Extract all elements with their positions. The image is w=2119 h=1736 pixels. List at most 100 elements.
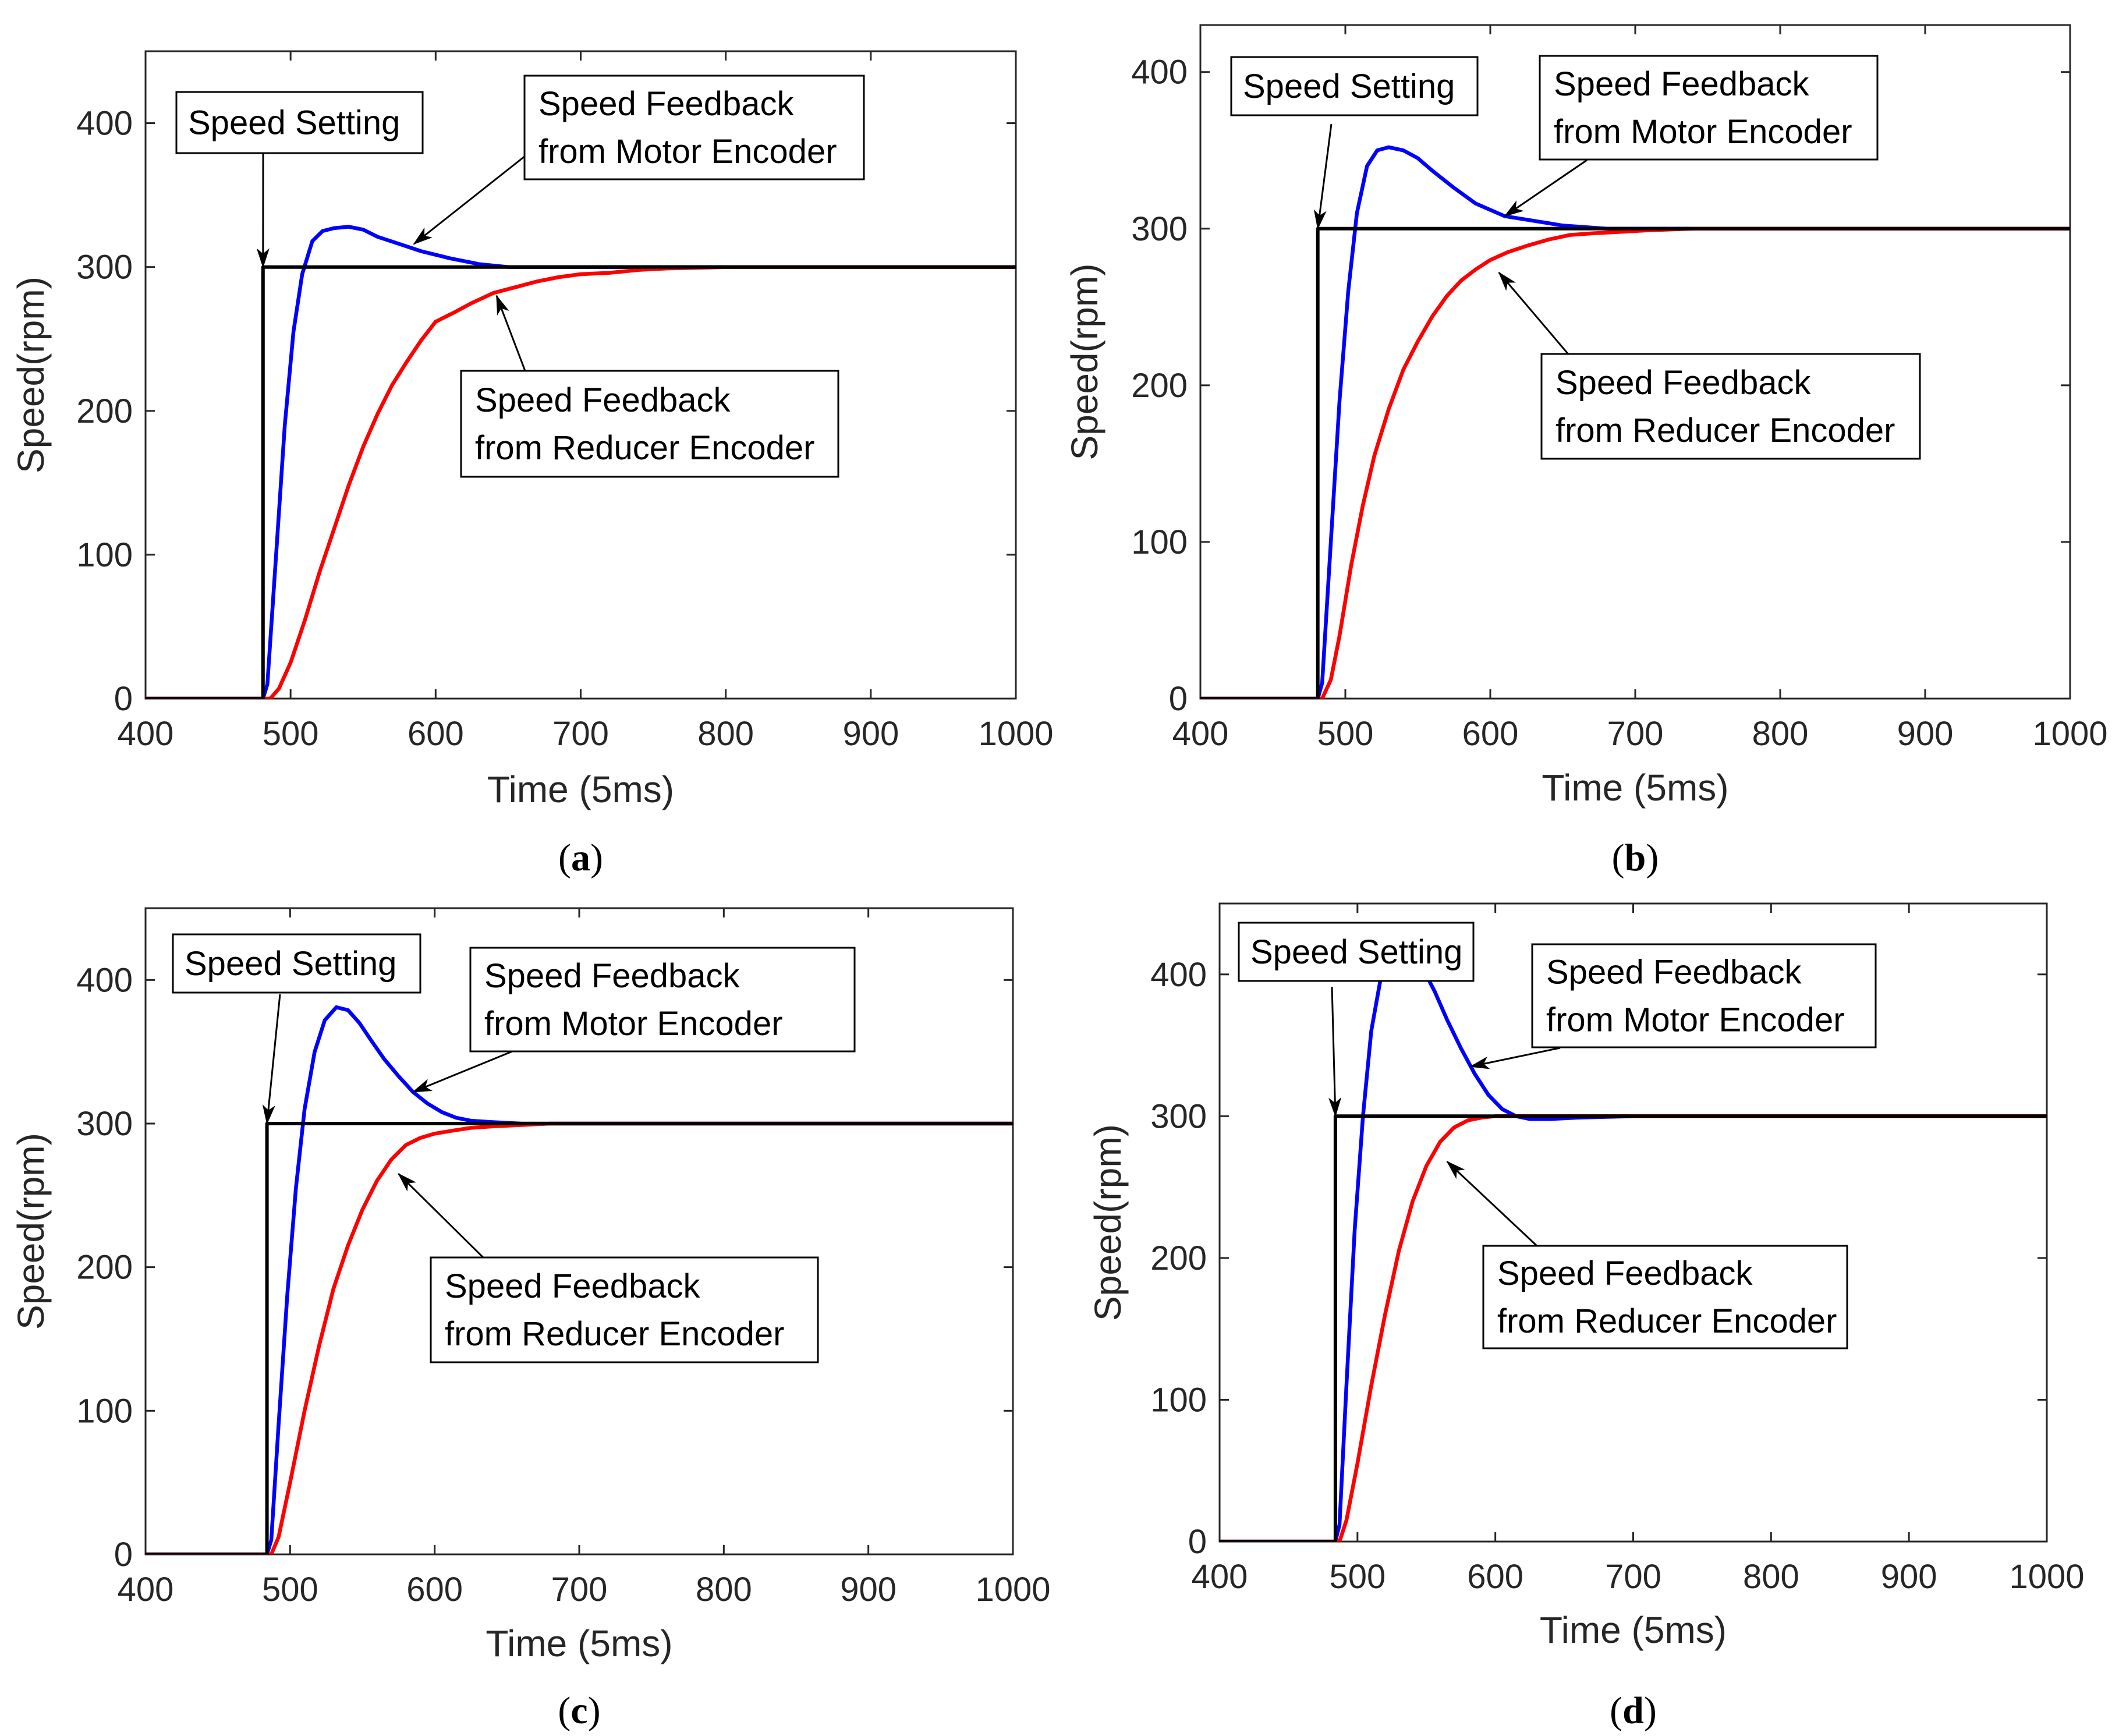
annotation-motor-encoder-text: from Motor Encoder bbox=[538, 133, 837, 171]
panel-caption: (d) bbox=[1610, 1689, 1657, 1732]
caption-open-paren: ( bbox=[558, 837, 571, 879]
annotation-motor-encoder-box bbox=[1531, 943, 1877, 1048]
chart-panel-a: 400 500 600 700 800 900 1000 0 100 200 300 400 Time … bbox=[10, 50, 1054, 879]
annotation-speed-setting-arrow bbox=[262, 994, 281, 1125]
x-tick-label: 600 bbox=[408, 715, 464, 753]
annotation-speed-setting-box bbox=[1230, 56, 1479, 116]
x-tick-label: 900 bbox=[1881, 1558, 1937, 1596]
x-tick-label: 700 bbox=[1605, 1558, 1661, 1596]
y-tick-label: 100 bbox=[76, 1392, 133, 1430]
y-tick-label: 0 bbox=[1169, 680, 1188, 718]
y-tick-label: 200 bbox=[1131, 367, 1188, 405]
y-tick-label: 200 bbox=[76, 392, 133, 430]
caption-open-paren: ( bbox=[1610, 1689, 1622, 1732]
annotation-reducer-encoder-text: Speed Feedback bbox=[1555, 364, 1812, 402]
annotation-reducer-encoder-text: from Reducer Encoder bbox=[475, 429, 814, 467]
caption-close-paren: ) bbox=[1646, 837, 1659, 879]
annotation-reducer-encoder-box bbox=[1540, 353, 1921, 460]
x-tick-label: 800 bbox=[1743, 1558, 1799, 1596]
annotation-speed-setting-text: Speed Setting bbox=[188, 104, 400, 142]
annotation-motor-encoder-box bbox=[523, 75, 865, 180]
x-tick-label: 400 bbox=[1172, 715, 1229, 753]
caption-letter: c bbox=[570, 1689, 587, 1732]
annotation-motor-encoder-arrow bbox=[1469, 1047, 1561, 1069]
x-tick-label: 800 bbox=[696, 1571, 752, 1609]
annotation-reducer-encoder-box bbox=[460, 370, 839, 478]
annotation-reducer-encoder-box bbox=[430, 1256, 819, 1363]
y-axis-label: Speed(rpm) bbox=[1087, 1124, 1129, 1321]
y-tick-label: 400 bbox=[1150, 956, 1207, 994]
x-tick-label: 800 bbox=[1752, 715, 1809, 753]
x-tick-label: 500 bbox=[1329, 1558, 1386, 1596]
annotation-motor-encoder-box bbox=[1539, 55, 1879, 161]
x-tick-label: 400 bbox=[118, 715, 174, 753]
annotation-motor-encoder-text: from Motor Encoder bbox=[1546, 1001, 1845, 1039]
x-axis-label: Time (5ms) bbox=[486, 1622, 672, 1664]
series-speed-setting-line bbox=[1220, 1114, 2047, 1542]
x-tick-label: 500 bbox=[1317, 715, 1374, 753]
y-tick-label: 300 bbox=[76, 1105, 133, 1143]
annotation-reducer-encoder-text: from Reducer Encoder bbox=[1555, 412, 1895, 449]
annotation-reducer-encoder-text: from Reducer Encoder bbox=[445, 1315, 784, 1353]
caption-letter: d bbox=[1622, 1689, 1644, 1732]
y-axis-label: Speed(rpm) bbox=[10, 277, 52, 473]
annotation-speed-setting-box bbox=[1238, 922, 1475, 982]
x-tick-label: 600 bbox=[1462, 715, 1519, 753]
y-axis-label: Speed(rpm) bbox=[1064, 264, 1105, 460]
y-tick-label: 0 bbox=[114, 1536, 133, 1574]
x-tick-label: 900 bbox=[842, 715, 899, 753]
annotation-speed-setting-text: Speed Setting bbox=[1250, 933, 1462, 971]
x-tick-label: 500 bbox=[263, 715, 319, 753]
x-tick-label: 600 bbox=[1467, 1558, 1523, 1596]
annotation-motor-encoder-text: Speed Feedback bbox=[538, 85, 795, 123]
y-tick-label: 300 bbox=[1131, 210, 1188, 248]
caption-close-paren: ) bbox=[1644, 1689, 1657, 1732]
x-tick-label: 500 bbox=[262, 1571, 318, 1609]
panel-caption: (a) bbox=[558, 837, 603, 879]
x-tick-label: 1000 bbox=[978, 715, 1053, 753]
x-tick-label: 700 bbox=[551, 1571, 608, 1609]
y-tick-label: 100 bbox=[1131, 523, 1188, 561]
annotation-motor-encoder-arrow bbox=[412, 1050, 513, 1093]
x-axis-label: Time (5ms) bbox=[1540, 1609, 1727, 1651]
annotation-reducer-encoder-text: from Reducer Encoder bbox=[1497, 1302, 1837, 1340]
series-speed-setting-line bbox=[146, 265, 1016, 699]
x-axis-label: Time (5ms) bbox=[487, 768, 674, 810]
panel-caption: (b) bbox=[1612, 837, 1659, 879]
annotation-speed-setting-box bbox=[172, 933, 421, 994]
caption-close-paren: ) bbox=[588, 1689, 601, 1732]
y-tick-label: 100 bbox=[1150, 1381, 1207, 1419]
x-tick-label: 1000 bbox=[2009, 1558, 2084, 1596]
chart-panel-b: 400 500 600 700 800 900 1000 0 100 200 300 400 Time … bbox=[1064, 24, 2108, 879]
annotation-motor-encoder-arrow bbox=[413, 155, 526, 245]
y-axis-label: Speed(rpm) bbox=[10, 1133, 52, 1330]
annotation-reducer-encoder-text: Speed Feedback bbox=[1497, 1255, 1753, 1292]
annotation-speed-setting-box bbox=[175, 91, 424, 154]
series-speed-setting-line bbox=[146, 1122, 1013, 1554]
caption-open-paren: ( bbox=[558, 1689, 570, 1732]
x-tick-label: 400 bbox=[118, 1571, 174, 1609]
y-tick-label: 200 bbox=[1150, 1239, 1207, 1277]
annotation-motor-encoder-text: Speed Feedback bbox=[1546, 954, 1802, 991]
x-tick-label: 900 bbox=[840, 1571, 897, 1609]
y-tick-label: 0 bbox=[1188, 1523, 1207, 1561]
annotation-reducer-encoder-text: Speed Feedback bbox=[475, 381, 731, 419]
y-tick-label: 400 bbox=[76, 105, 133, 143]
y-tick-label: 100 bbox=[76, 536, 133, 574]
y-tick-label: 400 bbox=[1131, 54, 1188, 91]
y-tick-label: 300 bbox=[76, 249, 133, 286]
annotation-speed-setting-arrow bbox=[1328, 986, 1342, 1118]
annotation-motor-encoder-arrow bbox=[1504, 159, 1588, 217]
caption-letter: b bbox=[1625, 837, 1646, 879]
annotation-reducer-encoder-box bbox=[1482, 1245, 1848, 1349]
caption-open-paren: ( bbox=[1612, 837, 1625, 879]
annotation-motor-encoder-box bbox=[469, 947, 856, 1053]
annotation-motor-encoder-text: Speed Feedback bbox=[484, 957, 740, 995]
annotation-motor-encoder-text: from Motor Encoder bbox=[1554, 113, 1852, 151]
y-tick-label: 400 bbox=[76, 961, 133, 999]
chart-panel-c: 400 500 600 700 800 900 1000 0 100 200 300 400 Time … bbox=[10, 907, 1051, 1732]
y-tick-label: 0 bbox=[114, 680, 133, 718]
y-tick-label: 300 bbox=[1150, 1097, 1207, 1135]
chart-panel-d: 400 500 600 700 800 900 1000 0 100 200 300 400 Time … bbox=[1087, 902, 2085, 1732]
